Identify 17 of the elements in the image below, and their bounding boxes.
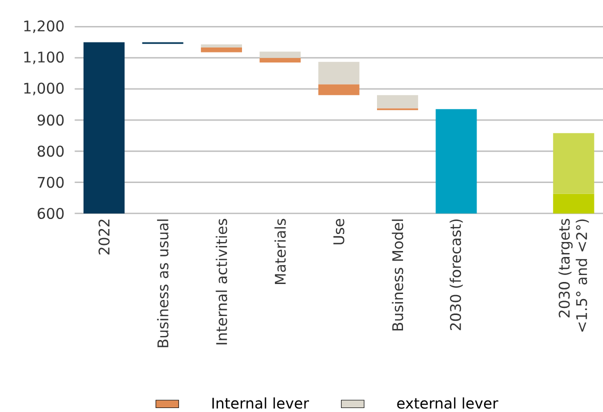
y-tick-label: 1,100: [24, 51, 64, 64]
y-tick-label: 1,000: [24, 82, 64, 96]
x-tick-label: Materials: [274, 218, 286, 284]
x-tick-label: 2030 (forecast): [450, 219, 463, 330]
legend-label: external lever: [397, 397, 498, 409]
x-tick-label: 2030 (targets <1.5° and <2°): [558, 218, 589, 332]
x-tick-label: Internal activities: [216, 218, 228, 344]
y-tick-label: 1,200: [24, 20, 64, 33]
x-tick-label: Business Model: [392, 219, 404, 330]
y-tick-label: 900: [38, 114, 64, 126]
y-tick-label: 700: [38, 176, 64, 188]
y-tick-label: 800: [38, 146, 64, 157]
y-tick-label: 600: [38, 208, 64, 219]
x-tick-label: 2022: [98, 220, 110, 254]
x-tick-label: Use: [333, 218, 344, 244]
x-tick-label: Business as usual: [157, 219, 168, 348]
legend-label: Internal lever: [212, 397, 310, 409]
